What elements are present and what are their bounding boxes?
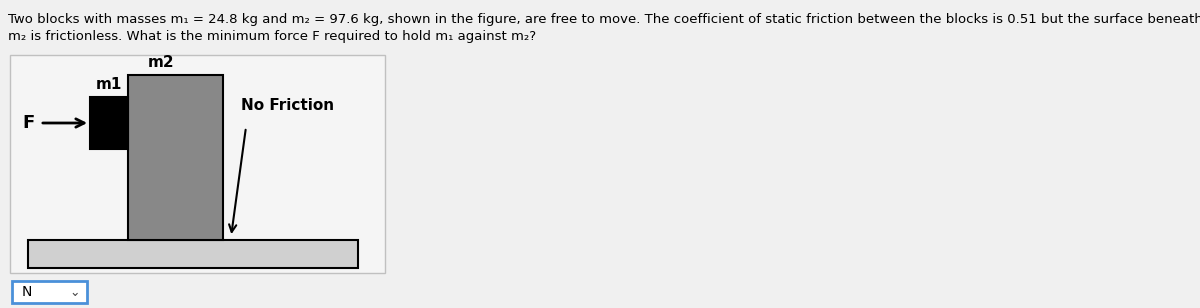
Bar: [28, 240, 358, 268]
Bar: [12, 281, 88, 303]
Bar: [90, 97, 128, 149]
Text: No Friction: No Friction: [241, 98, 334, 112]
Text: N: N: [22, 285, 32, 299]
Bar: [128, 75, 223, 240]
Text: m1: m1: [96, 77, 122, 92]
Bar: [10, 55, 385, 273]
Text: m2: m2: [148, 55, 174, 70]
Text: F: F: [23, 114, 35, 132]
Text: m₂ is frictionless. What is the minimum force F required to hold m₁ against m₂?: m₂ is frictionless. What is the minimum …: [8, 30, 536, 43]
Text: ⌄: ⌄: [70, 286, 80, 298]
Text: Two blocks with masses m₁ = 24.8 kg and m₂ = 97.6 kg, shown in the figure, are f: Two blocks with masses m₁ = 24.8 kg and …: [8, 13, 1200, 26]
